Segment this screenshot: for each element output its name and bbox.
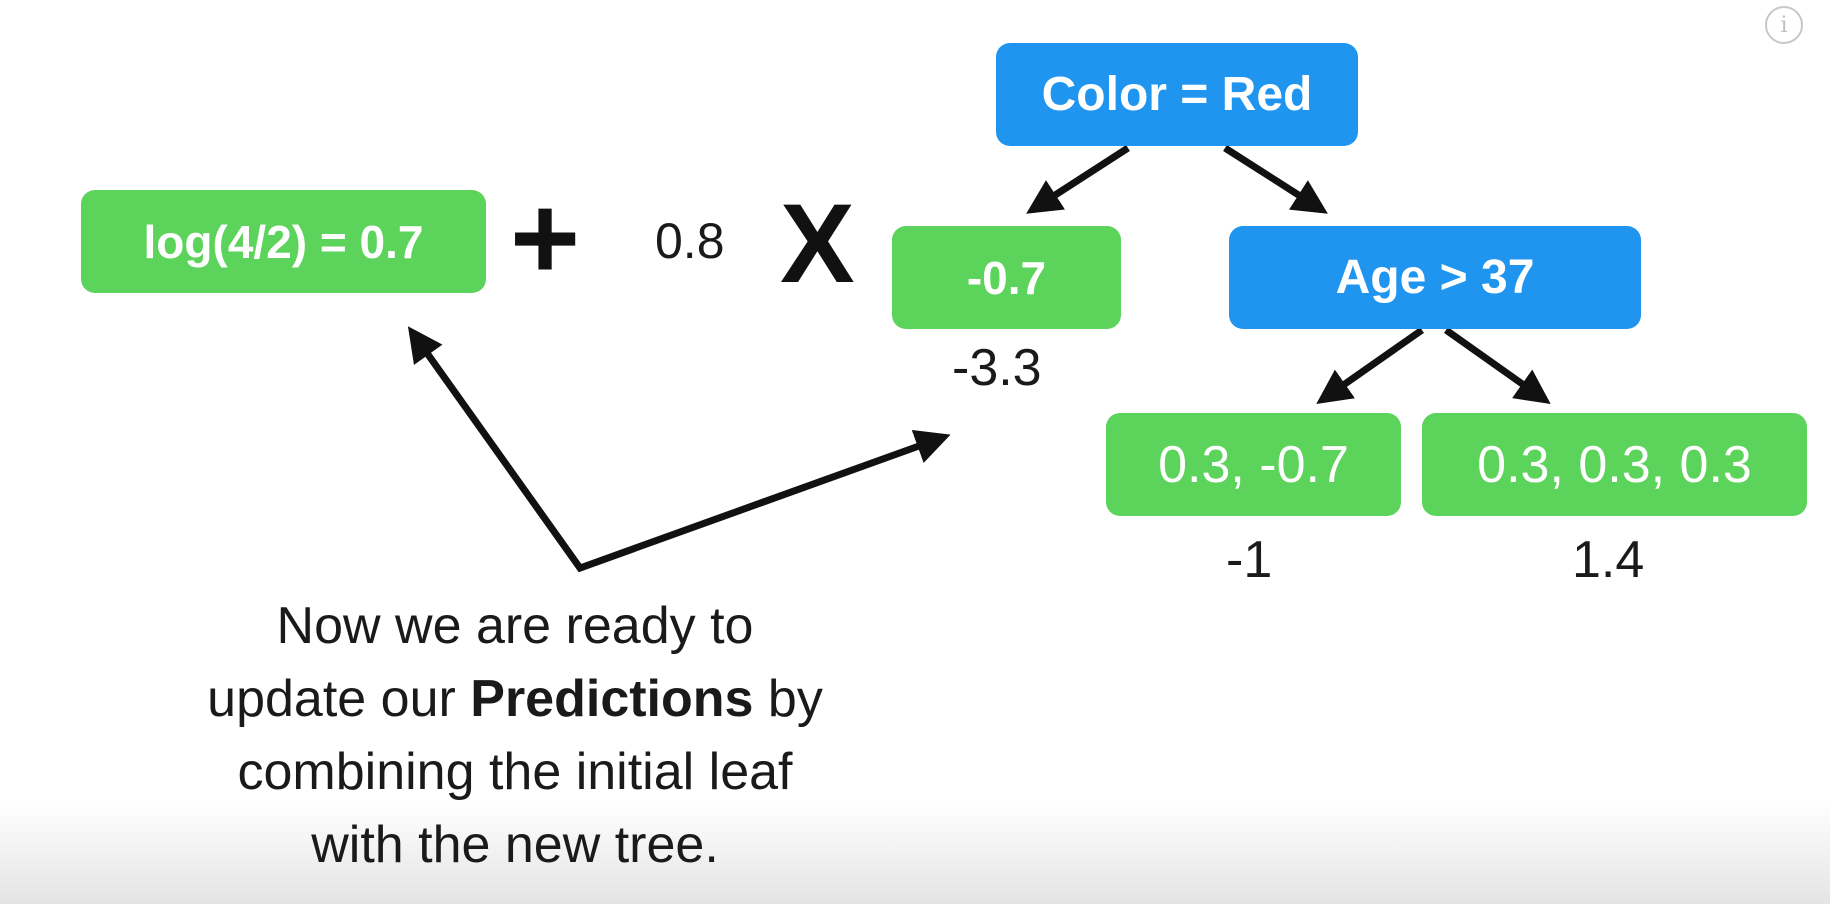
initial-leaf-label: log(4/2) = 0.7 bbox=[143, 215, 424, 268]
caption-line-1: Now we are ready to bbox=[276, 597, 754, 655]
times-sign: X bbox=[780, 181, 855, 306]
left-leaf-output: -3.3 bbox=[952, 339, 1042, 397]
caption-text: Now we are ready to update our Predictio… bbox=[100, 590, 930, 882]
age-left-leaf-box: 0.3, -0.7 bbox=[1106, 413, 1401, 516]
age-right-leaf-output: 1.4 bbox=[1572, 531, 1645, 589]
age-right-leaf-label: 0.3, 0.3, 0.3 bbox=[1477, 435, 1752, 494]
left-leaf-label: -0.7 bbox=[966, 251, 1047, 304]
caption-predictions-bold: Predictions bbox=[470, 670, 754, 728]
root-node-label: Color = Red bbox=[1041, 68, 1313, 121]
bottom-fade bbox=[0, 800, 1830, 904]
caption-line-3: combining the initial leaf bbox=[237, 743, 793, 801]
root-node-color-red: Color = Red bbox=[996, 43, 1358, 146]
left-leaf-box: -0.7 bbox=[892, 226, 1121, 329]
initial-leaf-box: log(4/2) = 0.7 bbox=[81, 190, 486, 293]
arrow-combine bbox=[407, 326, 951, 573]
age-left-leaf-output: -1 bbox=[1226, 531, 1273, 589]
learning-rate: 0.8 bbox=[655, 213, 725, 269]
arrow-age-to-left-leaf bbox=[1316, 327, 1425, 405]
caption-line-2-pre: update our bbox=[207, 670, 471, 728]
arrow-age-to-right-leaf bbox=[1443, 327, 1551, 405]
info-icon[interactable]: i bbox=[1765, 6, 1803, 44]
caption-line-4: with the new tree. bbox=[311, 816, 719, 874]
caption-line-2: update our Predictions by bbox=[100, 663, 930, 736]
age-node-label: Age > 37 bbox=[1335, 251, 1535, 304]
age-left-leaf-label: 0.3, -0.7 bbox=[1158, 435, 1349, 494]
plus-sign: + bbox=[510, 171, 581, 305]
arrow-root-to-age-node bbox=[1223, 145, 1328, 214]
age-node: Age > 37 bbox=[1229, 226, 1641, 329]
caption-line-2-post: by bbox=[753, 670, 823, 728]
arrow-root-to-left-leaf bbox=[1026, 145, 1130, 214]
age-right-leaf-box: 0.3, 0.3, 0.3 bbox=[1422, 413, 1807, 516]
